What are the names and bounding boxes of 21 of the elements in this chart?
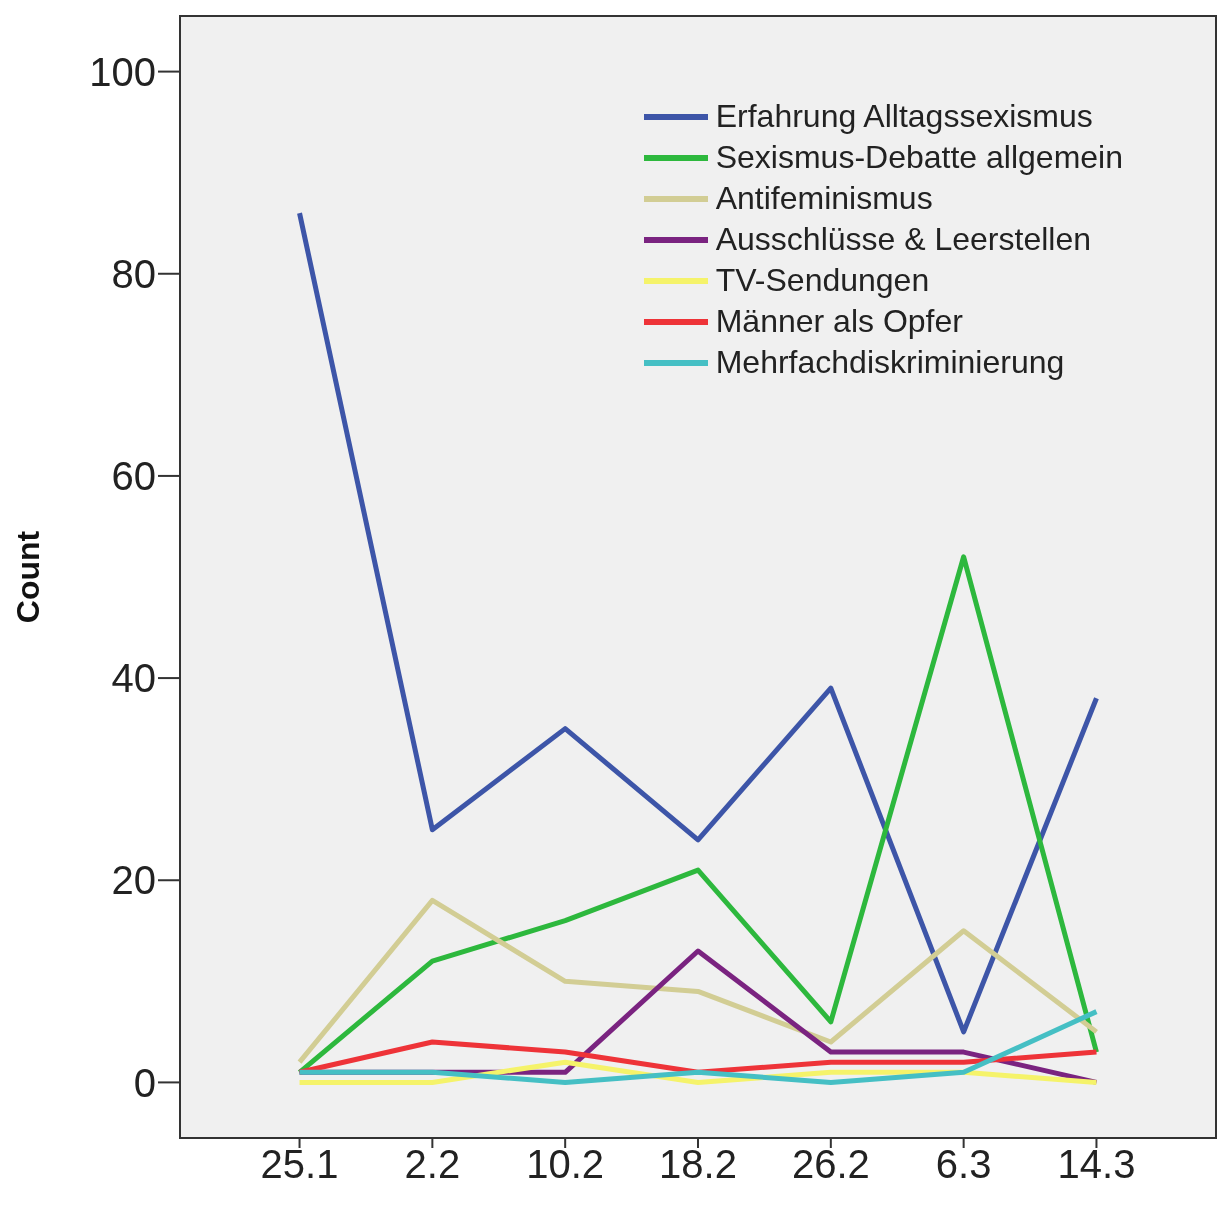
y-tick-label: 20	[111, 858, 156, 903]
legend-label: Antifeminismus	[715, 180, 933, 217]
y-tick-label: 60	[111, 454, 156, 499]
legend-label: Ausschlüsse & Leerstellen	[715, 221, 1092, 258]
legend-label: Männer als Opfer	[715, 303, 963, 340]
y-axis-title: Count	[10, 530, 47, 624]
legend-label: Mehrfachdiskriminierung	[715, 344, 1065, 381]
x-tick-label: 25.1	[260, 1142, 339, 1187]
y-tick-label: 100	[89, 49, 156, 94]
x-tick-label: 2.2	[404, 1142, 461, 1187]
x-tick-label: 18.2	[659, 1142, 737, 1187]
x-tick-label: 26.2	[791, 1142, 870, 1187]
y-tick-label: 0	[133, 1060, 156, 1105]
x-tick-label: 6.3	[935, 1142, 992, 1187]
y-tick-label: 80	[111, 251, 156, 296]
x-tick-label: 10.2	[526, 1142, 605, 1187]
legend-label: Erfahrung Alltagssexismus	[715, 98, 1093, 135]
legend-label: TV-Sendungen	[715, 262, 930, 299]
legend-label: Sexismus-Debatte allgemein	[715, 139, 1123, 176]
x-tick-label: 14.3	[1057, 1142, 1136, 1187]
y-tick-label: 40	[111, 656, 156, 701]
